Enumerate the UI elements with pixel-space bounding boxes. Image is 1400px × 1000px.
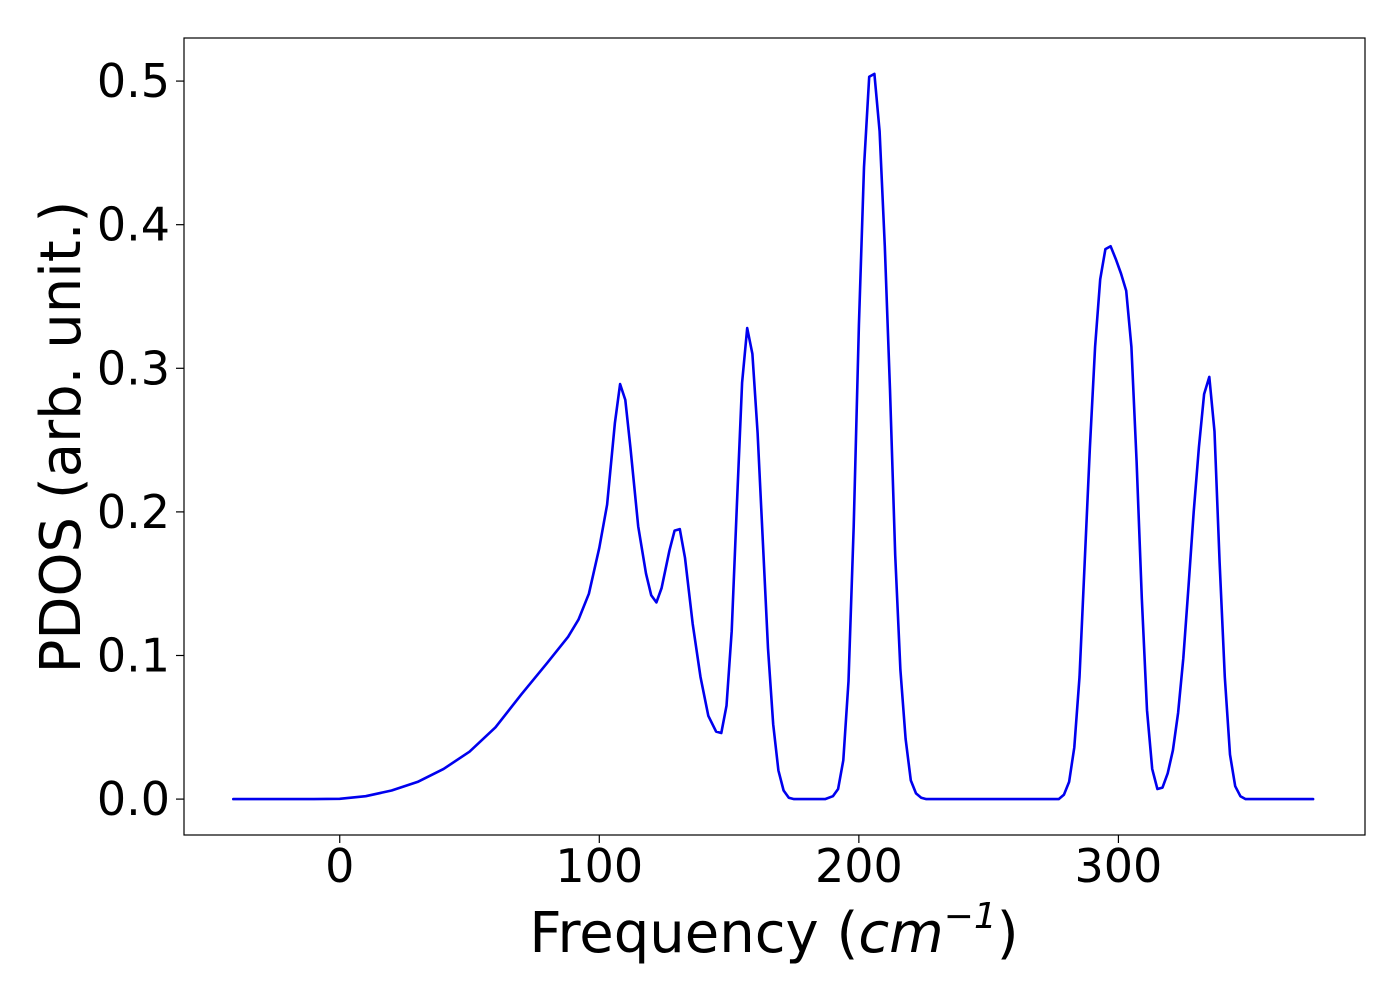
x-tick-label: 0 — [325, 839, 354, 893]
y-tick-label: 0.4 — [97, 198, 170, 252]
plot-area — [232, 72, 1315, 801]
x-axis-label-superscript: −1 — [944, 896, 997, 937]
x-tick-label: 200 — [815, 839, 903, 893]
y-tick-label: 0.0 — [97, 772, 170, 826]
x-axis-label: Frequency (cm−1) — [529, 896, 1018, 966]
x-axis-label-main: Frequency ( — [529, 901, 858, 966]
plot-frame — [183, 37, 1366, 836]
y-tick-label: 0.1 — [97, 628, 170, 682]
y-tick-label: 0.3 — [97, 341, 170, 395]
y-tick-label: 0.2 — [97, 485, 170, 539]
x-axis-label-close: ) — [997, 901, 1019, 966]
y-axis-label: PDOS (arb. unit.) — [29, 201, 94, 674]
x-axis-label-variable: cm — [858, 901, 943, 966]
pdos-series-line — [232, 72, 1315, 801]
x-tick-label: 100 — [555, 839, 643, 893]
y-tick-label: 0.5 — [97, 54, 170, 108]
x-tick-label: 300 — [1075, 839, 1163, 893]
axis-ticks: 0 100 200 300 0.0 0.1 0.2 0.3 0.4 0.5 — [97, 54, 1162, 893]
